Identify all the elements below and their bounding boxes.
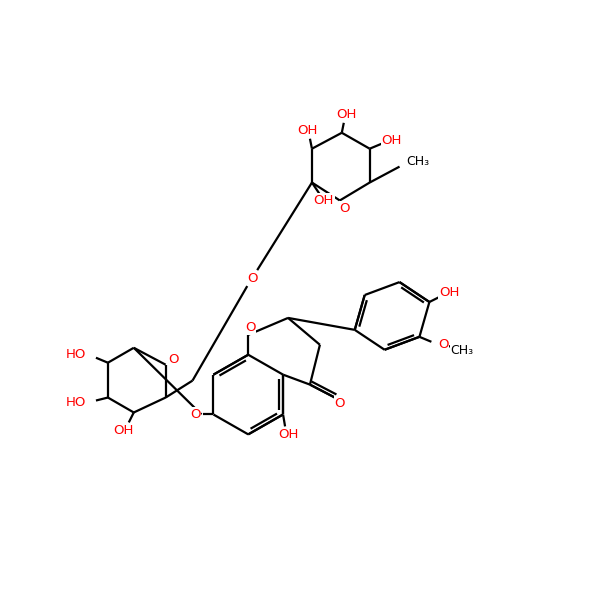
Text: OH: OH [297, 124, 317, 137]
Text: OH: OH [439, 286, 460, 299]
Text: OH: OH [382, 134, 402, 147]
Text: OH: OH [314, 194, 334, 207]
Text: OH: OH [113, 424, 134, 437]
Text: HO: HO [65, 348, 86, 361]
Text: O: O [438, 338, 449, 351]
Text: O: O [190, 408, 201, 421]
Text: OH: OH [278, 428, 298, 441]
Text: O: O [245, 322, 256, 334]
Text: HO: HO [65, 396, 86, 409]
Text: CH₃: CH₃ [451, 344, 474, 357]
Text: OH: OH [337, 109, 357, 121]
Text: O: O [247, 272, 257, 284]
Text: O: O [340, 202, 350, 215]
Text: O: O [169, 353, 179, 366]
Text: CH₃: CH₃ [406, 155, 429, 168]
Text: O: O [335, 397, 345, 410]
